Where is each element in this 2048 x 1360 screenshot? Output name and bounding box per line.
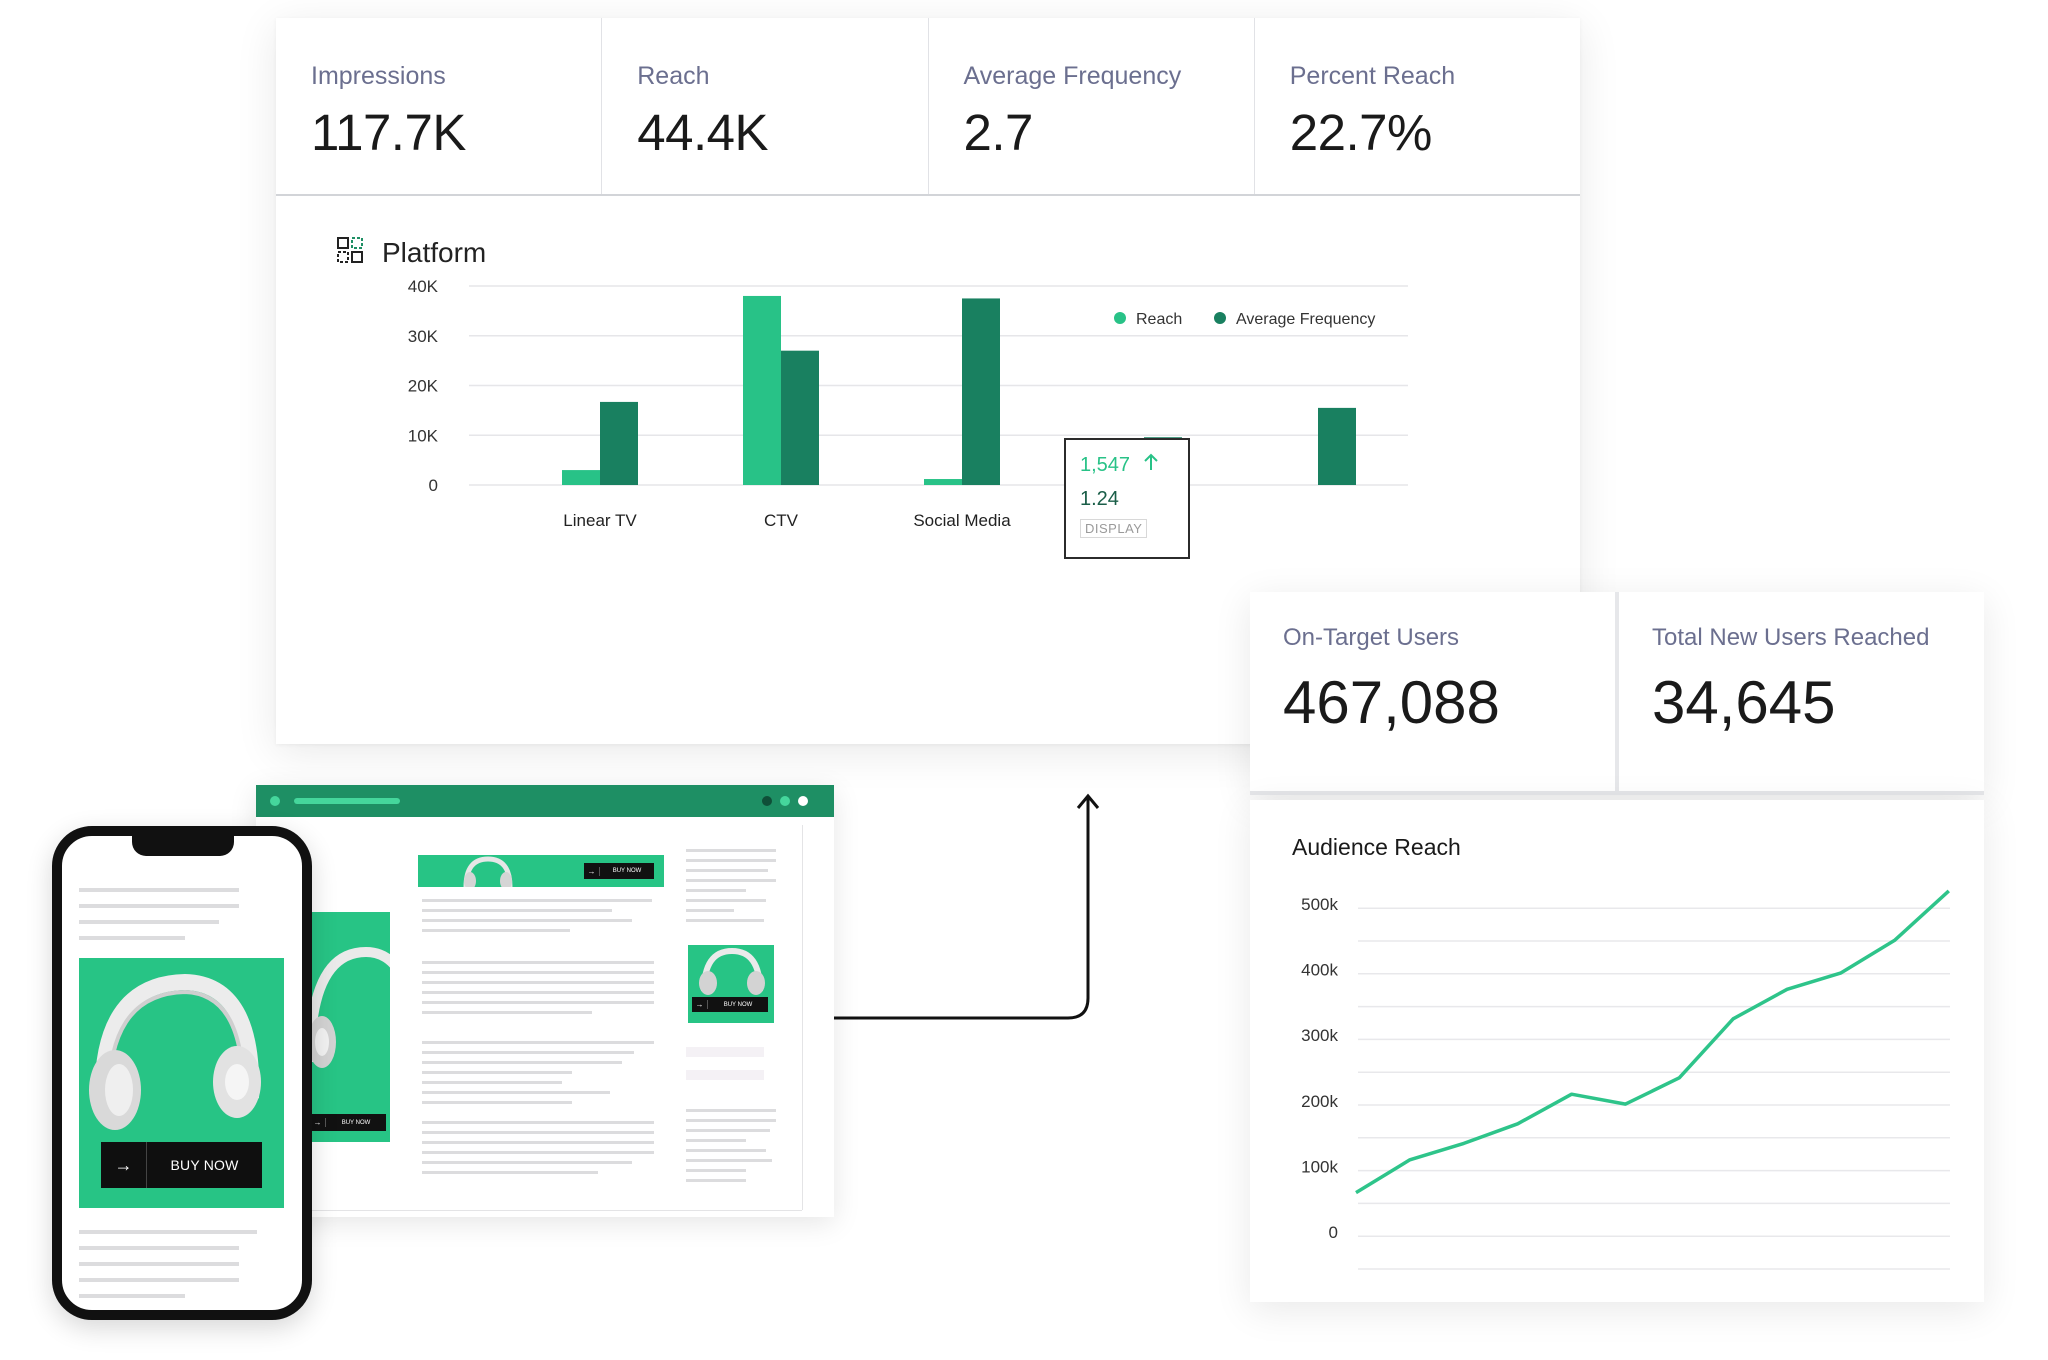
tooltip-platform-tag: DISPLAY (1080, 519, 1148, 538)
mini-buy-button[interactable]: → BUY NOW (692, 997, 768, 1012)
legend-swatch (1114, 312, 1126, 324)
audience-reach-line-chart: 0 100k 200k 300k 400k 500k (1301, 889, 1950, 1270)
browser-mockup: → BUY NOW → BUY NOW → BUY NOW (256, 785, 834, 1217)
arrow-up-icon (1142, 452, 1160, 478)
tooltip-frequency-value: 1.24 (1080, 488, 1119, 510)
tooltip-reach-value: 1,547 (1080, 453, 1131, 476)
y-tick-label: 0 (429, 476, 438, 495)
phone-notch (132, 836, 234, 856)
kpi-percent-reach[interactable]: Percent Reach 22.7% (1255, 18, 1580, 194)
bar-average-frequency[interactable] (600, 401, 638, 485)
audience-reach-line (1355, 889, 1950, 1195)
y-tick-label: 10K (408, 426, 439, 445)
kpi-label: On-Target Users (1283, 624, 1460, 651)
legend-swatch (1214, 312, 1226, 324)
mini-buy-label: BUY NOW (341, 1119, 371, 1126)
kpi-label: Total New Users Reached (1652, 624, 1930, 651)
x-category-label: Social Media (913, 511, 1011, 530)
y-tick-label: 20K (408, 377, 439, 396)
audience-reach-card: Audience Reach 0 100k 200k 300k 400k 500k (1250, 800, 1984, 1302)
browser-toolbar (256, 785, 834, 817)
legend-label: Average Frequency (1236, 311, 1375, 328)
mini-buy-button[interactable]: → BUY NOW (584, 863, 654, 879)
mini-buy-label: BUY NOW (612, 868, 642, 874)
x-category-label: Linear TV (563, 511, 637, 530)
platform-header: Platform (336, 236, 486, 269)
x-category-label: CTV (764, 511, 799, 530)
banner-ad[interactable]: → BUY NOW (418, 855, 664, 887)
headphones-icon (463, 856, 513, 887)
mini-buy-label: BUY NOW (723, 1001, 753, 1008)
bar-reach[interactable] (924, 479, 962, 485)
y-tick-label: 300k (1301, 1026, 1338, 1045)
y-tick-label: 40K (408, 277, 439, 296)
skyscraper-ad[interactable]: → BUY NOW (306, 912, 390, 1142)
bar-average-frequency[interactable] (1318, 407, 1356, 485)
y-tick-label: 100k (1301, 1157, 1338, 1176)
platform-dashboard-card: Impressions 117.7K Reach 44.4K Average F… (276, 18, 1580, 744)
y-tick-label: 500k (1301, 895, 1338, 914)
bar-average-frequency[interactable] (962, 298, 1000, 485)
kpi-average-frequency[interactable]: Average Frequency 2.7 (929, 18, 1255, 194)
chart-tooltip: 1,547 1.24 DISPLAY (1064, 438, 1190, 559)
kpi-value: 22.7% (1289, 104, 1433, 161)
tooltip-reach: 1,547 (1080, 452, 1188, 478)
buy-now-label: BUY NOW (170, 1157, 239, 1173)
phone-mockup: → BUY NOW (52, 826, 312, 1320)
arrow-right-icon: → (101, 1142, 147, 1188)
kpi-value: 117.7K (311, 104, 466, 161)
audience-reach-title: Audience Reach (1292, 834, 1461, 860)
platform-title: Platform (382, 236, 487, 268)
kpi-impressions[interactable]: Impressions 117.7K (276, 18, 603, 194)
y-tick-label: 30K (408, 327, 439, 346)
grid-layout-icon (336, 236, 364, 269)
bar-reach[interactable] (562, 470, 600, 485)
kpi-value: 44.4K (637, 104, 769, 161)
y-tick-label: 400k (1301, 961, 1338, 980)
headphones-icon (89, 973, 261, 1130)
mini-buy-button[interactable]: → BUY NOW (310, 1114, 386, 1131)
kpi-value: 467,088 (1283, 669, 1500, 736)
y-tick-label: 0 (1329, 1223, 1338, 1242)
kpi-row: Impressions 117.7K Reach 44.4K Average F… (276, 18, 1580, 196)
kpi-on-target-users[interactable]: On-Target Users 467,088 (1250, 592, 1619, 791)
kpi-label: Average Frequency (963, 62, 1182, 90)
phone-ad[interactable]: → BUY NOW (79, 958, 284, 1208)
kpi-value: 2.7 (963, 104, 1034, 161)
headphones-icon (306, 946, 390, 1068)
kpi-label: Reach (637, 62, 710, 90)
buy-now-button[interactable]: → BUY NOW (101, 1142, 262, 1188)
kpi-label: Impressions (311, 62, 446, 90)
bar-reach[interactable] (743, 295, 781, 485)
kpi-value: 34,645 (1652, 669, 1836, 736)
bar-average-frequency[interactable] (781, 350, 819, 485)
kpi-label: Percent Reach (1289, 62, 1456, 90)
legend-label: Reach (1136, 311, 1182, 328)
headphones-icon (699, 947, 765, 995)
square-ad[interactable]: → BUY NOW (688, 945, 774, 1023)
kpi-total-new-users[interactable]: Total New Users Reached 34,645 (1619, 592, 1984, 791)
audience-kpi-card: On-Target Users 467,088 Total New Users … (1250, 592, 1984, 795)
y-tick-label: 200k (1301, 1092, 1338, 1111)
kpi-reach[interactable]: Reach 44.4K (602, 18, 929, 194)
